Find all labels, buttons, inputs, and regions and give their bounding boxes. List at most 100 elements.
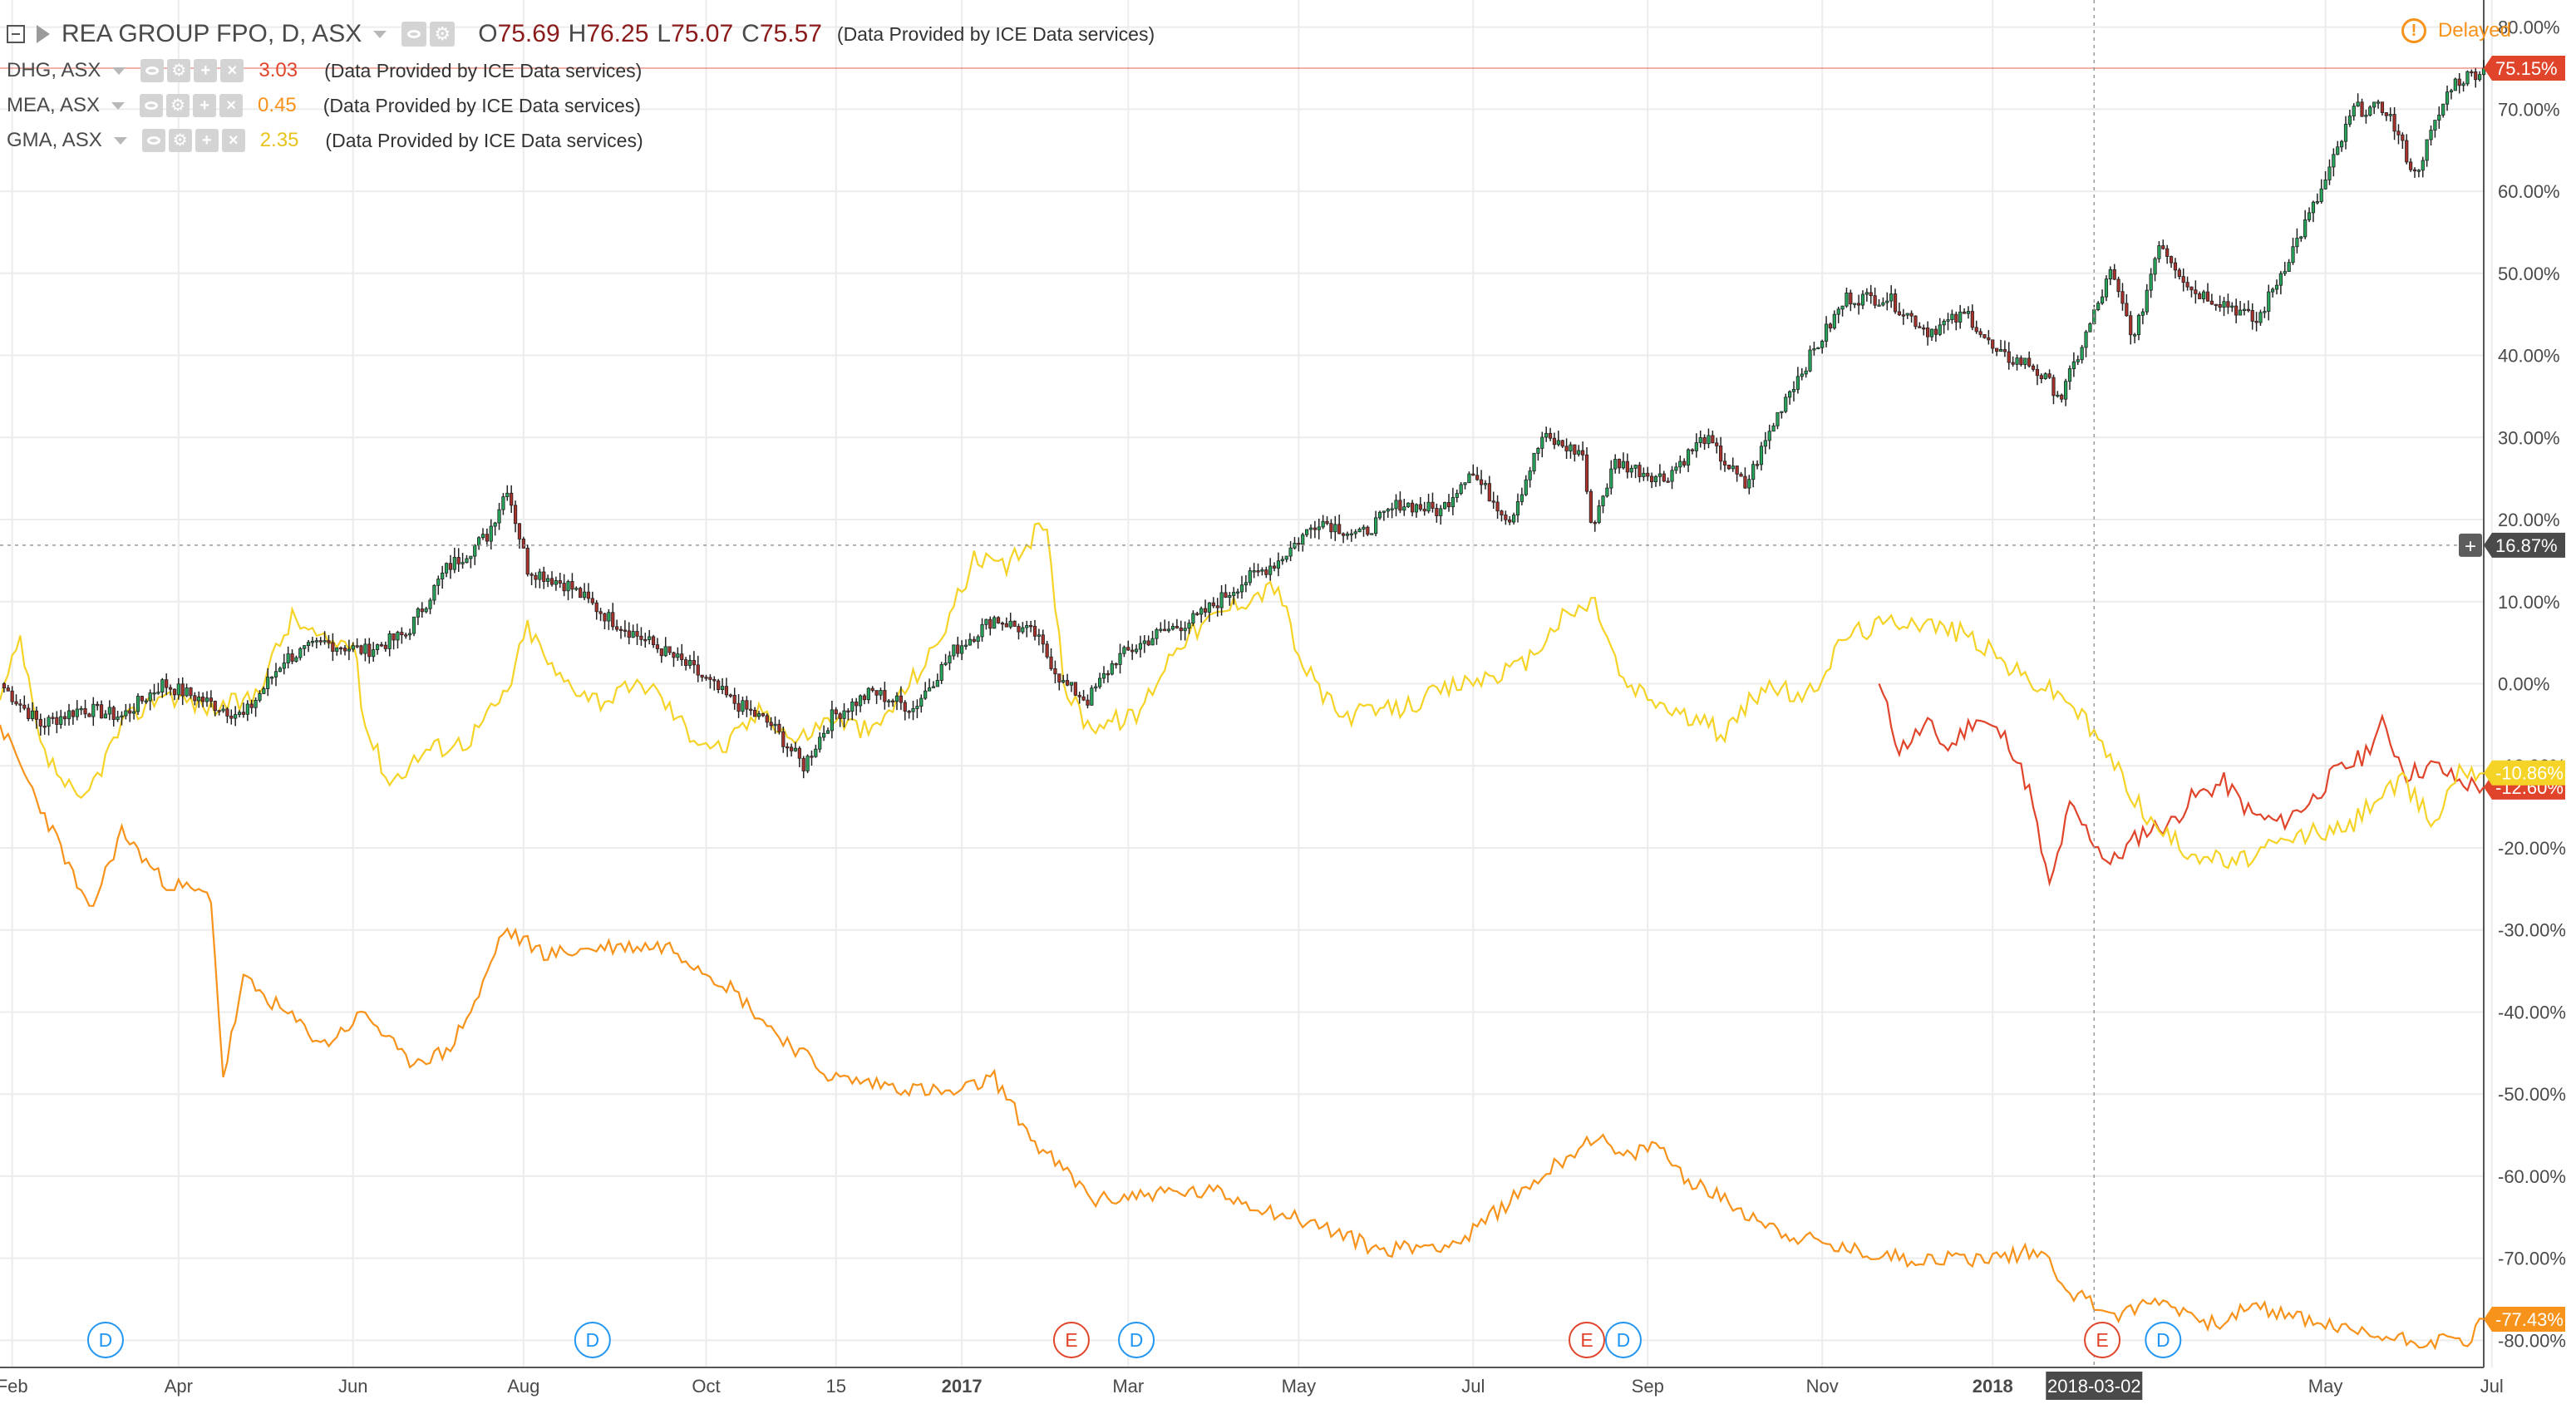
candle-body [2453, 78, 2457, 91]
candle-body [1707, 435, 1711, 445]
delayed-indicator[interactable]: ! Delayed [2401, 18, 2511, 43]
eye-icon[interactable] [141, 129, 165, 152]
delayed-label: Delayed [2437, 19, 2511, 42]
gear-icon[interactable]: ⚙ [166, 94, 190, 117]
candle-body [1666, 480, 1670, 483]
candle-body [1759, 446, 1764, 466]
candle-body [1987, 337, 1991, 341]
candle-body [1098, 677, 1102, 687]
flag-icon[interactable] [37, 25, 50, 43]
chevron-down-icon[interactable] [112, 67, 126, 75]
candle-body [273, 671, 278, 677]
candle-body [1694, 442, 1698, 451]
eye-icon[interactable] [401, 22, 427, 47]
candle-body [769, 722, 773, 727]
candle-body [416, 608, 420, 618]
candle-body [2096, 303, 2101, 310]
candle-body [2352, 106, 2356, 117]
chevron-down-icon[interactable] [113, 136, 127, 145]
candle-body [2323, 179, 2327, 190]
gear-icon[interactable]: ⚙ [168, 129, 192, 152]
close-icon[interactable]: × [219, 94, 244, 117]
candle-body [846, 710, 850, 712]
candle-body [99, 704, 104, 719]
candle-body [1747, 479, 1751, 489]
candle-body [1914, 315, 1918, 328]
candle-body [1142, 640, 1146, 644]
chevron-down-icon[interactable] [111, 101, 126, 110]
candle-body [258, 693, 262, 701]
candle-body [1426, 501, 1431, 512]
gear-icon[interactable]: ⚙ [167, 59, 191, 82]
candle-body [1864, 292, 1869, 295]
candle-body [996, 617, 1001, 623]
x-tick-label: 2018 [1973, 1376, 2013, 1397]
candle-body [1605, 487, 1609, 497]
gear-icon[interactable]: ⚙ [430, 22, 456, 47]
compare-symbol[interactable]: DHG, ASX [7, 59, 101, 81]
series-line-mea [0, 724, 2485, 1351]
chevron-down-icon[interactable] [373, 30, 387, 38]
candle-body [789, 746, 794, 751]
eye-icon[interactable] [140, 59, 165, 82]
candle-body [221, 708, 225, 712]
candle-body [980, 623, 984, 638]
candle-body [2007, 351, 2011, 363]
candle-body [793, 747, 798, 751]
candle-body [672, 652, 676, 658]
candle-body [1410, 502, 1415, 513]
candle-body [2263, 311, 2267, 313]
event-marker-letter: E [1580, 1329, 1593, 1351]
plus-icon[interactable]: + [193, 94, 217, 117]
candle-body [1678, 461, 1682, 468]
candle-body [517, 523, 522, 539]
candle-body [2071, 361, 2076, 370]
candle-body [1897, 311, 1902, 316]
compare-symbol[interactable]: MEA, ASX [7, 94, 101, 116]
main-symbol[interactable]: REA GROUP FPO, D, ASX [62, 20, 362, 47]
plus-icon[interactable]: + [194, 59, 218, 82]
candle-body [286, 653, 290, 663]
compare-symbol[interactable]: GMA, ASX [7, 129, 102, 151]
candle-body [1094, 686, 1098, 689]
y-tick-label: -40.00% [2498, 1002, 2566, 1022]
candle-body [55, 717, 59, 725]
candle-body [2230, 305, 2234, 308]
candle-body [387, 633, 392, 649]
x-tick-label: Jun [338, 1376, 367, 1397]
candle-body [1455, 493, 1459, 498]
candle-body [225, 708, 229, 717]
candle-body [379, 644, 384, 647]
candle-body [1370, 533, 1374, 535]
close-icon[interactable]: × [221, 129, 245, 152]
candle-body [1674, 466, 1678, 471]
y-tick-label: 60.00% [2498, 181, 2560, 202]
x-tick-label: Oct [692, 1376, 720, 1397]
candle-body [185, 687, 189, 697]
candle-body [120, 715, 124, 718]
candle-body [1090, 687, 1094, 706]
candle-body [1049, 656, 1053, 669]
candle-body [2347, 116, 2352, 125]
candle-body [1317, 526, 1321, 530]
candle-body [424, 608, 428, 613]
plus-icon[interactable]: + [195, 129, 219, 152]
candle-body [420, 608, 424, 613]
candle-body [2412, 169, 2417, 172]
candle-body [1795, 376, 1800, 390]
candle-body [1682, 461, 1687, 466]
candle-body [712, 678, 717, 682]
candle-body [984, 618, 988, 625]
candle-body [1284, 555, 1288, 560]
candle-body [1905, 313, 1909, 316]
candle-body [2177, 269, 2181, 277]
close-icon[interactable]: × [220, 59, 244, 82]
candle-body [160, 679, 165, 693]
eye-icon[interactable] [140, 94, 164, 117]
candle-body [480, 534, 485, 539]
candle-body [2173, 262, 2178, 271]
collapse-icon[interactable] [7, 25, 25, 43]
candle-body [1958, 311, 1963, 323]
candle-body [2360, 101, 2364, 117]
